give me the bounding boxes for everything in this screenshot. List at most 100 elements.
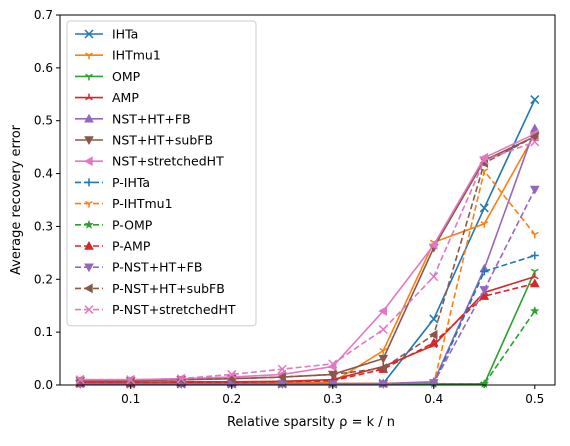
legend-marker xyxy=(83,156,93,167)
x-tick-label: 0.4 xyxy=(424,392,443,406)
x-axis-label: Relative sparsity ρ = k / n xyxy=(227,415,395,430)
legend-marker xyxy=(84,219,94,229)
legend-label: AMP xyxy=(112,90,139,105)
legend-entry: P-AMP xyxy=(75,239,151,254)
legend-entry: P-IHTa xyxy=(75,175,150,190)
legend-entry: P-NST+HT+FB xyxy=(75,260,202,275)
data-point xyxy=(428,240,438,250)
legend-label: P-AMP xyxy=(112,239,151,254)
series-p-nst-stretchedht xyxy=(75,137,540,385)
legend-marker xyxy=(85,178,93,187)
data-point xyxy=(529,305,540,316)
data-point xyxy=(479,203,489,213)
data-point xyxy=(176,374,186,384)
series-line xyxy=(80,282,535,384)
legend-entry: P-OMP xyxy=(75,217,153,232)
data-point xyxy=(429,272,439,282)
legend-label: IHTa xyxy=(112,27,138,42)
legend-marker xyxy=(83,283,93,294)
legend-label: NST+stretchedHT xyxy=(112,154,224,169)
data-point xyxy=(378,306,387,316)
y-tick-label: 0.2 xyxy=(34,272,53,286)
x-tick-label: 0.5 xyxy=(525,392,544,406)
data-point xyxy=(75,375,85,385)
x-tick-label: 0.3 xyxy=(323,392,342,406)
y-tick-label: 0.6 xyxy=(34,61,53,75)
data-point xyxy=(480,267,489,276)
data-point xyxy=(327,380,338,389)
legend: IHTa IHTmu1 OMP AMP NST+HT+FB NST+HT+subFB NST… xyxy=(66,20,257,327)
data-point xyxy=(530,137,540,147)
x-tick-label: 0.1 xyxy=(121,392,140,406)
data-point xyxy=(428,379,439,388)
legend-label: P-OMP xyxy=(112,217,153,232)
legend-entry: NST+HT+subFB xyxy=(75,133,213,148)
data-point xyxy=(378,354,389,364)
legend-label: OMP xyxy=(112,69,141,84)
legend-marker xyxy=(84,263,94,273)
data-point xyxy=(428,329,438,340)
data-point xyxy=(480,221,489,228)
legend-entry: P-NST+stretchedHT xyxy=(75,302,236,317)
y-tick-label: 0.4 xyxy=(34,167,53,181)
legend-marker xyxy=(84,305,94,315)
y-tick-label: 0.0 xyxy=(34,378,53,392)
series-line xyxy=(80,189,536,385)
legend-marker xyxy=(84,136,94,146)
data-point xyxy=(126,375,136,385)
legend-entry: NST+HT+FB xyxy=(75,111,191,126)
data-point xyxy=(327,369,337,380)
series-line xyxy=(80,141,536,381)
legend-marker xyxy=(84,113,94,123)
data-point xyxy=(277,380,288,389)
data-point xyxy=(479,378,490,389)
data-point xyxy=(277,372,286,382)
legend-label: P-IHTmu1 xyxy=(112,196,173,211)
legend-marker xyxy=(85,73,93,81)
data-point xyxy=(379,347,388,355)
legend-marker xyxy=(84,240,94,250)
data-point xyxy=(479,286,490,295)
series-p-nst-ht-subfb xyxy=(75,131,539,386)
data-point xyxy=(530,251,539,260)
plot-area xyxy=(75,95,540,389)
data-point xyxy=(378,324,388,335)
legend-label: P-IHTa xyxy=(112,175,150,190)
legend-label: P-NST+HT+FB xyxy=(112,260,202,275)
data-point xyxy=(378,363,387,373)
data-point xyxy=(529,185,540,195)
data-point xyxy=(428,337,439,347)
legend-label: NST+HT+FB xyxy=(112,111,191,126)
legend-entry: OMP xyxy=(75,69,141,84)
series-line xyxy=(80,135,536,382)
y-axis-label: Average recovery error xyxy=(9,124,24,275)
legend-label: NST+HT+subFB xyxy=(112,133,213,148)
legend-marker xyxy=(85,93,93,101)
y-tick-label: 0.1 xyxy=(34,325,53,339)
data-point xyxy=(529,278,540,288)
legend-entry: IHTmu1 xyxy=(75,48,161,63)
data-point xyxy=(530,272,539,280)
legend-label: IHTmu1 xyxy=(112,48,161,63)
legend-entry: AMP xyxy=(75,90,139,105)
legend-marker xyxy=(85,200,93,208)
x-tick-label: 0.2 xyxy=(222,392,241,406)
data-point xyxy=(479,155,489,165)
legend-label: P-NST+stretchedHT xyxy=(112,302,236,317)
legend-marker xyxy=(84,29,94,39)
axes-frame xyxy=(59,14,556,386)
y-tick-label: 0.5 xyxy=(34,114,53,128)
data-point xyxy=(378,380,389,389)
data-point xyxy=(529,131,539,142)
y-tick-label: 0.7 xyxy=(34,8,53,22)
legend-label: P-NST+HT+subFB xyxy=(112,281,225,296)
data-point xyxy=(227,369,237,379)
y-tick-label: 0.3 xyxy=(34,219,53,233)
legend-entry: P-NST+HT+subFB xyxy=(75,281,225,296)
data-point xyxy=(530,95,540,105)
legend-entry: NST+stretchedHT xyxy=(75,154,224,169)
data-point xyxy=(429,314,439,324)
legend-entry: P-IHTmu1 xyxy=(75,196,173,211)
